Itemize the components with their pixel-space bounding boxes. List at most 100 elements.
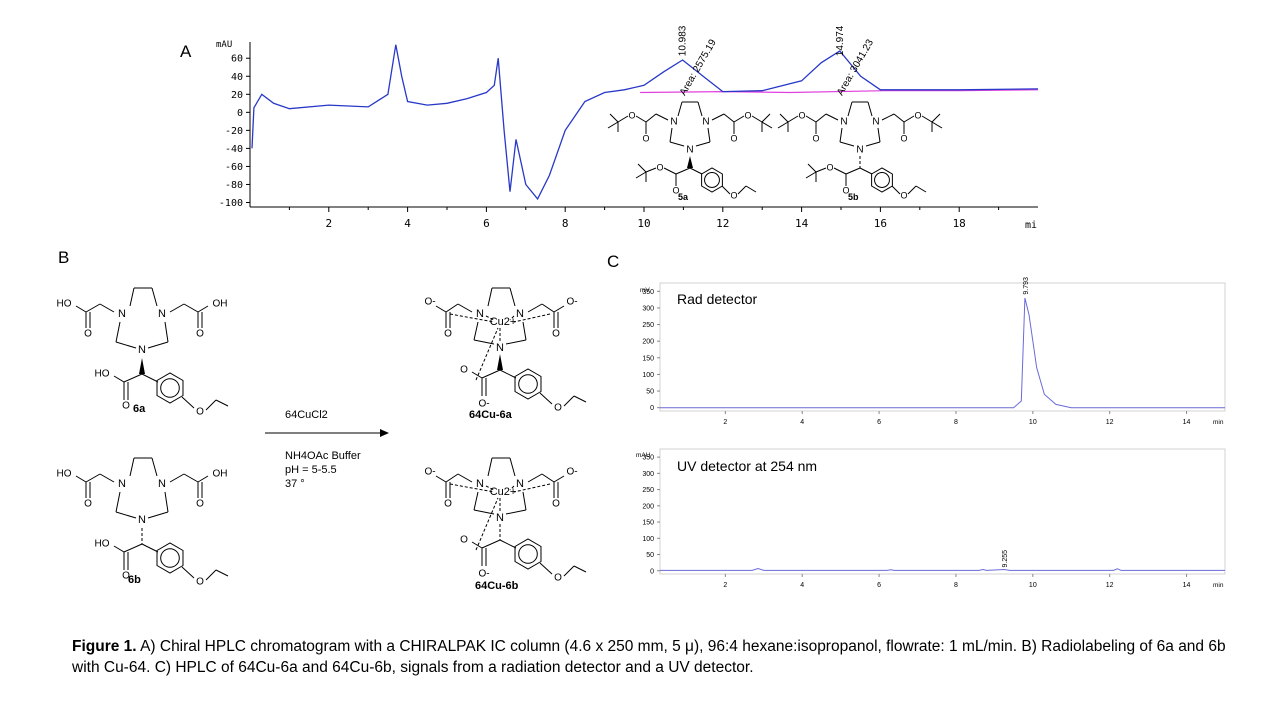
c-bottom-chart: mAU UV detector at 254 nm 35030025020015…: [636, 448, 1226, 589]
bond: [689, 167, 703, 175]
bond: [815, 167, 827, 173]
bond: [815, 113, 827, 123]
bond: [807, 163, 817, 173]
bond: [541, 473, 555, 483]
bond: [845, 167, 861, 175]
c-bottom-peak-label: 9.255: [1002, 550, 1009, 568]
bond: [541, 303, 555, 313]
bond: [663, 167, 677, 175]
atom-label: HO: [57, 299, 72, 310]
bond: [457, 473, 473, 483]
a-y-tick-label: 0: [237, 108, 243, 119]
atom-label: O-: [566, 467, 577, 478]
atom-label: N: [516, 308, 524, 320]
figure-caption: Figure 1. A) Chiral HPLC chromatogram wi…: [72, 636, 1232, 678]
aromatic-circle: [518, 374, 538, 394]
c-bottom-frame: [659, 448, 1226, 575]
bond: [197, 475, 209, 483]
bond: [915, 185, 927, 193]
bond: [669, 127, 673, 143]
bond: [637, 163, 647, 173]
bond: [169, 473, 185, 483]
bond: [113, 375, 125, 383]
bond: [129, 287, 135, 307]
benzene-ring: [156, 372, 184, 404]
a-chromatogram-series: [251, 44, 1039, 201]
bond: [181, 566, 195, 579]
c-bottom-title: UV detector at 254 nm: [677, 458, 817, 474]
a-x-tick-label: 14: [795, 217, 809, 230]
bond: [471, 371, 483, 379]
bond: [891, 185, 901, 195]
bond: [481, 539, 501, 549]
bond: [129, 457, 135, 477]
a-y-tick-label: -40: [225, 144, 243, 155]
atom-label: O: [84, 499, 92, 510]
bond: [115, 341, 137, 349]
benzene-ring: [514, 368, 542, 400]
label-5a: 5a: [678, 192, 689, 202]
atom-label: HO: [57, 469, 72, 480]
c-time-unit: min: [1213, 582, 1224, 589]
bond: [645, 113, 657, 123]
a-y-tick-label: 60: [231, 54, 243, 65]
bond: [751, 115, 763, 123]
c-y-tick-label: 300: [642, 305, 654, 312]
atom-label: O: [460, 365, 468, 376]
c-time-unit: min: [1213, 419, 1224, 426]
a-time-label: mi: [1025, 220, 1037, 231]
bond: [147, 511, 169, 519]
bond: [164, 491, 169, 513]
bond: [839, 127, 843, 143]
c-y-tick-label: 250: [642, 322, 654, 329]
bond: [509, 485, 515, 491]
atom-label: O: [84, 329, 92, 340]
a-x-tick-label: 18: [953, 217, 966, 230]
atom-label: O: [672, 185, 679, 195]
bond: [839, 141, 855, 147]
a-y-ticks: 60 40 20 0 -20 -40 -60 -80 -100: [219, 54, 250, 209]
bond: [805, 171, 817, 179]
bond: [509, 287, 516, 307]
c-bottom-unit: mAU: [636, 452, 651, 459]
c-top-frame: [659, 282, 1226, 412]
bond: [75, 305, 87, 313]
bond: [877, 127, 881, 143]
bond: [475, 497, 499, 551]
c-top-series: [660, 297, 1225, 409]
bond: [513, 483, 551, 493]
bond: [859, 167, 873, 175]
bond: [779, 113, 789, 123]
bond: [522, 321, 527, 341]
a-baseline-series: [640, 89, 1039, 94]
bond: [931, 121, 943, 129]
c-x-tick-label: 8: [954, 419, 958, 426]
atom-label: Cu2+: [490, 316, 517, 328]
atom-label: O: [122, 571, 130, 582]
atom-label: O-: [424, 297, 435, 308]
bond: [669, 141, 685, 147]
c-y-tick-label: 0: [650, 568, 654, 575]
atom-label: O: [642, 133, 649, 143]
atom-label: O: [196, 329, 204, 340]
atom-label: O: [552, 499, 560, 510]
bond: [487, 457, 493, 477]
atom-label: N: [840, 117, 847, 128]
bond: [609, 113, 619, 123]
a-axes: [249, 42, 1038, 208]
bond: [99, 303, 115, 313]
atom-label: O: [914, 110, 921, 120]
bond: [697, 101, 703, 117]
bond: [115, 491, 121, 513]
benzene-ring: [514, 538, 542, 570]
atom-label: O: [656, 162, 663, 172]
bond: [181, 396, 195, 409]
atom-label: HO: [95, 369, 110, 380]
atom-label: N: [476, 308, 484, 320]
bond: [487, 287, 493, 307]
c-y-tick-label: 350: [642, 455, 654, 462]
bond: [473, 339, 495, 345]
bond: [931, 113, 941, 123]
bond: [563, 395, 575, 407]
bond: [711, 113, 725, 121]
